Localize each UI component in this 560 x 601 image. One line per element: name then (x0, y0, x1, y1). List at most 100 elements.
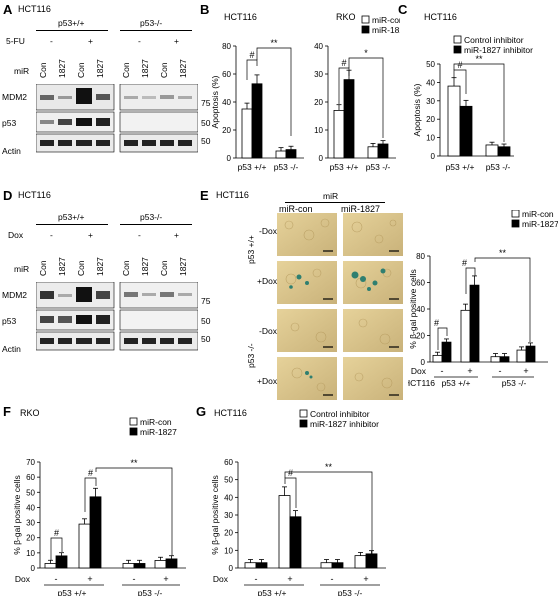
blot-a-minus-2: - (138, 36, 141, 46)
blot-a-lane-5: Con (121, 62, 131, 78)
blot-d-lane-2: 1827 (57, 257, 67, 276)
blot-d-treatment-label: Dox (8, 230, 24, 240)
blot-a-group-wt: p53+/+ (58, 18, 85, 28)
chart-b-hct116-ylabel: Apoptosis (%) (210, 75, 220, 128)
blot-a-lane-7: Con (159, 62, 169, 78)
chart-c-title: HCT116 (424, 12, 457, 22)
chart-e-sig-mark: ** (499, 248, 507, 258)
chart-f-sig-mark: ** (130, 458, 138, 468)
chart-b-hct116-ytick-label: 40 (222, 98, 231, 107)
blot-d-mw-50a: 50 (201, 316, 211, 326)
blot-a-minus-1: - (50, 36, 53, 46)
chart-f-dox-sign: + (87, 574, 92, 584)
chart-b-hct116-ytick-label: 20 (222, 126, 231, 135)
chart-f-bar (154, 560, 167, 569)
blot-d-minus-1: - (50, 230, 53, 240)
chart-g-ytick-label: 40 (224, 493, 233, 502)
blot-a-mw-75: 75 (201, 98, 211, 108)
chart-g-group-label: p53 -/- (338, 588, 363, 596)
chart-f-legend-swatch (129, 427, 138, 436)
chart-f-bar (44, 563, 57, 569)
cell-line-e: HCT116 (216, 190, 249, 200)
chart-f-ytick-label: 0 (31, 564, 36, 573)
blot-d-mw-50b: 50 (201, 334, 211, 344)
chart-f-dox-sign: + (163, 574, 168, 584)
chart-e-bar (469, 284, 480, 363)
blot-d-group-ko: p53-/- (140, 212, 163, 222)
chart-b-hct116-bar (251, 83, 263, 159)
chart-c-group-label: p53 -/- (486, 162, 511, 172)
blot-a-lane-6: 1827 (140, 59, 150, 78)
chart-b-hct116-title: HCT116 (224, 12, 257, 22)
chart-g-title: HCT116 (214, 408, 247, 418)
panel-label-f: F (3, 404, 11, 419)
chart-f-dox-sign: - (133, 574, 136, 584)
chart-c-bar (459, 105, 473, 157)
panel-label-b: B (200, 2, 210, 17)
chart-f-ytick-label: 60 (26, 473, 35, 482)
chart-b-rko-ytick-label: 10 (314, 126, 323, 135)
chart-e-sig-bracket (437, 327, 448, 350)
chart-b-hct116-sig-mark: # (249, 50, 254, 60)
chart-b-rko-legend-label: miR-con (372, 15, 400, 25)
chart-c-legend-label: miR-1827 inhibitor (464, 45, 533, 55)
micro-label-ndox-1: -Dox (259, 226, 277, 236)
blot-d-row-p53: p53 (2, 316, 17, 326)
chart-g: 0 10 20 30 40 50 60 % β-gal positive cells HCT11… (210, 408, 386, 596)
chart-b-hct116-sig-bracket (256, 47, 292, 136)
blot-d-mir-label: miR (14, 264, 30, 274)
chart-g-dox-sign: + (287, 574, 292, 584)
blot-a-bracket-ko (120, 30, 192, 31)
chart-g-sig-bracket (284, 471, 373, 554)
chart-f-ylabel: % β-gal positive cells (12, 475, 22, 555)
chart-g-bar (278, 495, 291, 569)
chart-e-group-label: p53 -/- (502, 378, 527, 388)
chart-e-legend-swatch (511, 210, 520, 218)
chart-f-title: RKO (20, 408, 40, 418)
blot-d-group-wt: p53+/+ (58, 212, 85, 222)
micro-col-mir-1827: miR-1827 (341, 204, 381, 214)
micro-mir-bracket (285, 202, 385, 203)
chart-g-dox-label: Dox (213, 574, 229, 584)
chart-f-ytick-label: 10 (26, 549, 35, 558)
chart-b-rko-sig-mark: * (364, 48, 368, 58)
cell-line-a: HCT116 (18, 4, 51, 14)
blot-a-row-p53: p53 (2, 118, 17, 128)
chart-g-ytick-label: 0 (229, 564, 234, 573)
chart-f-ytick-label: 70 (26, 458, 35, 467)
chart-f-sig-bracket (84, 477, 97, 512)
chart-b-hct116-ytick-label: 0 (227, 154, 232, 163)
chart-e-cell-line-label: HCT116 (408, 378, 435, 388)
chart-e-legend-label: miR-con (522, 210, 554, 219)
blot-a-image (36, 84, 198, 153)
chart-c-ytick-label: 20 (426, 115, 435, 124)
micro-label-ndox-2: -Dox (259, 326, 277, 336)
chart-b-hct116-ytick-label: 60 (222, 70, 231, 79)
chart-e-ytick-label: 80 (416, 252, 425, 261)
chart-f-bar (55, 555, 68, 569)
micro-label-pdox-1: +Dox (257, 276, 278, 286)
chart-c-sig-bracket (453, 63, 505, 142)
micro-row-wt: p53 +/+ (246, 235, 256, 264)
blot-a-row-actin: Actin (2, 146, 21, 156)
chart-f-bar (122, 563, 135, 569)
panel-label-a: A (3, 2, 13, 17)
chart-f-legend-label: miR-1827 (140, 427, 177, 437)
chart-b-rko-group-label: p53 -/- (366, 162, 391, 172)
chart-g-bar (331, 562, 344, 569)
micro-col-mir-con: miR-con (279, 204, 313, 214)
chart-e-sig-mark: # (462, 258, 467, 268)
chart-g-dox-sign: - (255, 574, 258, 584)
chart-c-legend-swatch (453, 35, 462, 44)
chart-b-rko-sig-bracket (338, 67, 350, 104)
blot-a-lane-4: 1827 (95, 59, 105, 78)
blot-d-lane-6: 1827 (140, 257, 150, 276)
chart-g-bar (255, 562, 268, 569)
chart-b-rko-ytick-label: 30 (314, 70, 323, 79)
chart-b-hct116-bar (241, 108, 253, 159)
chart-c-bar (485, 144, 499, 157)
blot-d-row-actin: Actin (2, 344, 21, 354)
panel-label-g: G (196, 404, 207, 419)
blot-a-mw-50b: 50 (201, 136, 211, 146)
micro-row-ko: p53 -/- (246, 343, 256, 368)
